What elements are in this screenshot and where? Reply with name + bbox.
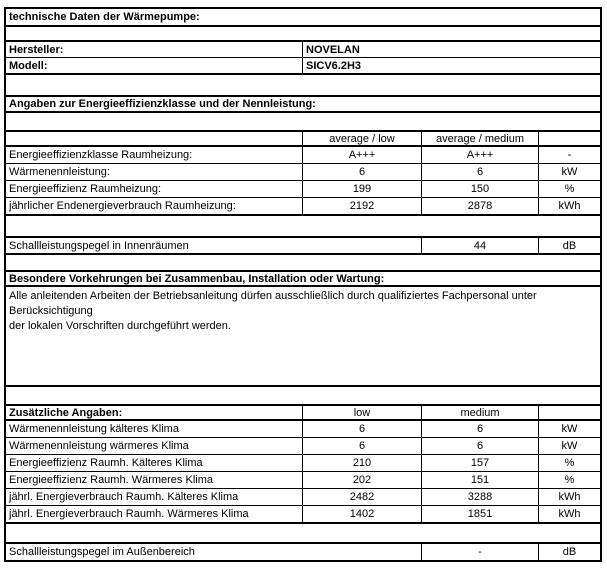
table-row: Wärmenennleistung wärmeres Klima 6 6 kW (6, 437, 600, 454)
header-empty-cell (6, 132, 302, 145)
row-label: Wärmenennleistung wärmeres Klima (9, 440, 189, 452)
spacer (6, 113, 600, 130)
value-low: 6 (302, 438, 421, 454)
row-label: jährlicher Endenergieverbrauch Raumheizu… (9, 200, 236, 212)
header-unit-cell (538, 406, 600, 419)
value-unit: kW (538, 438, 600, 454)
hersteller-label: Hersteller: (9, 43, 64, 56)
table-row: Energieeffizienz Raumheizung: 199 150 % (6, 180, 600, 197)
table-row: jährl. Energieverbrauch Raumh. Kälteres … (6, 488, 600, 505)
value-unit: % (538, 181, 600, 197)
value-unit: kW (538, 164, 600, 180)
manufacturer-block: Hersteller: NOVELAN Modell: SICV6.2H3 (6, 40, 600, 75)
sound-indoor-label: Schallleistungspegel in Innenräumen (9, 239, 189, 252)
value-unit: % (538, 455, 600, 471)
precautions-block: Besondere Vorkehrungen bei Zusammenbau, … (6, 270, 600, 387)
header-average-medium: average / medium (421, 132, 538, 145)
header-unit-cell (538, 132, 600, 145)
value-low: 210 (302, 455, 421, 471)
energy-section-heading: Angaben zur Energieeffizienzklasse und d… (9, 98, 316, 110)
value-medium: 1851 (421, 506, 538, 522)
value-medium: 6 (421, 164, 538, 180)
header-medium: medium (421, 406, 538, 419)
value-medium: 157 (421, 455, 538, 471)
value-low: A+++ (302, 147, 421, 163)
energy-table: average / low average / medium Energieef… (6, 130, 600, 216)
value-unit: kWh (538, 506, 600, 522)
value-low: 202 (302, 472, 421, 488)
sound-outdoor-row: Schallleistungspegel im Außenbereich - d… (6, 542, 600, 562)
value-low: 199 (302, 181, 421, 197)
row-label: Energieeffizienz Raumh. Wärmeres Klima (9, 474, 213, 486)
additional-heading: Zusätzliche Angaben: (9, 406, 123, 419)
value-unit: kW (538, 421, 600, 437)
additional-table: Zusätzliche Angaben: low medium Wärmenen… (6, 404, 600, 524)
header-low: low (302, 406, 421, 419)
spacer (6, 216, 600, 236)
modell-label: Modell: (9, 59, 48, 72)
value-low: 6 (302, 421, 421, 437)
row-label: Wärmenennleistung: (9, 166, 110, 178)
value-medium: 151 (421, 472, 538, 488)
value-medium: A+++ (421, 147, 538, 163)
table-row: Wärmenennleistung: 6 6 kW (6, 163, 600, 180)
value-medium: 2878 (421, 198, 538, 214)
table-row: jährl. Energieverbrauch Raumh. Wärmeres … (6, 505, 600, 522)
value-medium: 6 (421, 421, 538, 437)
value-unit: kWh (538, 198, 600, 214)
table-row: Hersteller: NOVELAN (6, 42, 600, 57)
value-unit: - (538, 147, 600, 163)
spacer (6, 387, 600, 404)
row-label: Energieeffizienzklasse Raumheizung: (9, 149, 193, 161)
value-unit: kWh (538, 489, 600, 505)
table-row: Energieeffizienzklasse Raumheizung: A+++… (6, 147, 600, 163)
spacer (6, 75, 600, 95)
row-label: Energieeffizienz Raumh. Kälteres Klima (9, 457, 203, 469)
precautions-heading: Besondere Vorkehrungen bei Zusammenbau, … (9, 272, 385, 285)
spacer (6, 255, 600, 270)
value-medium: 3288 (421, 489, 538, 505)
table-row: Modell: SICV6.2H3 (6, 57, 600, 73)
sound-indoor-unit: dB (538, 238, 600, 253)
value-unit: % (538, 472, 600, 488)
spacer (6, 27, 600, 40)
energy-section-heading-block: Angaben zur Energieeffizienzklasse und d… (6, 95, 600, 113)
row-label: jährl. Energieverbrauch Raumh. Kälteres … (9, 491, 239, 503)
precautions-line-2: der lokalen Vorschriften durchgeführt we… (9, 320, 231, 332)
value-low: 6 (302, 164, 421, 180)
table-row: Energieeffizienz Raumh. Wärmeres Klima 2… (6, 471, 600, 488)
value-low: 2192 (302, 198, 421, 214)
title-block: technische Daten der Wärmepumpe: (6, 7, 600, 27)
hersteller-value: NOVELAN (302, 42, 600, 57)
sheet-title: technische Daten der Wärmepumpe: (9, 11, 200, 23)
row-label: Wärmenennleistung kälteres Klima (9, 423, 179, 435)
row-label: jährl. Energieverbrauch Raumh. Wärmeres … (9, 508, 249, 520)
header-average-low: average / low (302, 132, 421, 145)
value-medium: 6 (421, 438, 538, 454)
sound-outdoor-unit: dB (538, 544, 600, 560)
sound-outdoor-label: Schallleistungspegel im Außenbereich (9, 546, 195, 558)
table-row: Wärmenennleistung kälteres Klima 6 6 kW (6, 421, 600, 437)
sound-indoor-value: 44 (421, 238, 538, 253)
value-medium: 150 (421, 181, 538, 197)
row-label: Energieeffizienz Raumheizung: (9, 183, 162, 195)
precautions-line-1: Alle anleitenden Arbeiten der Betriebsan… (9, 290, 537, 317)
value-low: 1402 (302, 506, 421, 522)
sound-indoor-row: Schallleistungspegel in Innenräumen 44 d… (6, 236, 600, 255)
modell-value: SICV6.2H3 (302, 58, 600, 73)
datasheet: technische Daten der Wärmepumpe: Herstel… (4, 7, 602, 562)
table-header-row: average / low average / medium (6, 132, 600, 147)
table-row: jährlicher Endenergieverbrauch Raumheizu… (6, 197, 600, 214)
value-low: 2482 (302, 489, 421, 505)
sound-outdoor-value: - (421, 544, 538, 560)
table-row: Energieeffizienz Raumh. Kälteres Klima 2… (6, 454, 600, 471)
precautions-text: Alle anleitenden Arbeiten der Betriebsan… (6, 287, 600, 385)
spacer (6, 524, 600, 542)
table-header-row: Zusätzliche Angaben: low medium (6, 406, 600, 421)
